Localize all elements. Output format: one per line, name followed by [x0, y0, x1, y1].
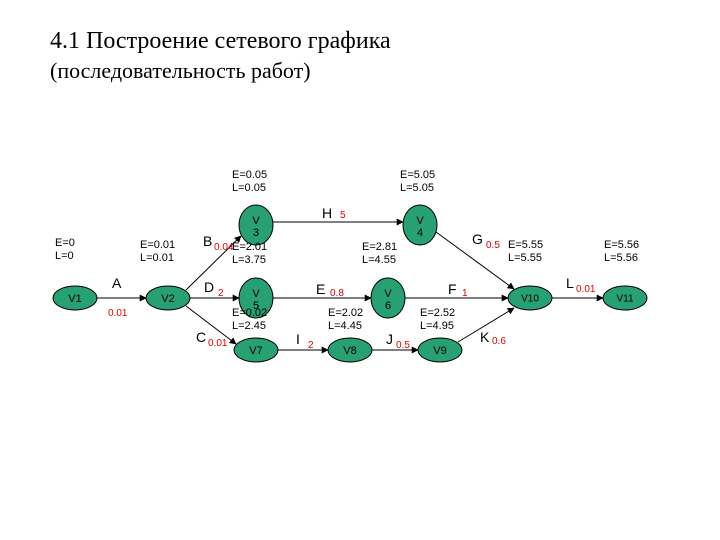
node-el-V3-0: E=0.05 [232, 169, 267, 181]
node-label-V8: V8 [343, 345, 356, 357]
node-el-V1-0: E=0 [55, 237, 75, 249]
node-el-V10-1: L=5.55 [508, 252, 542, 264]
edge-letter-K: K [480, 329, 490, 345]
network-diagram: V1V2V3V5V7V4V6V8V9V10V11 A0.01B0.04D2C0.… [0, 0, 720, 540]
node-label-V1: V1 [68, 293, 81, 305]
node-label-V2: V2 [161, 293, 174, 305]
node-el-V7-0: E=0.02 [232, 307, 267, 319]
node-el-V4-0: E=5.05 [400, 169, 435, 181]
edge-weight-I: 2 [308, 340, 314, 351]
edge-weight-A: 0.01 [108, 308, 128, 319]
node-label-V9: V9 [433, 345, 446, 357]
edge-letter-B: B [203, 233, 212, 249]
node-el-V5-1: L=3.75 [232, 254, 266, 266]
edge-weight-C: 0.01 [208, 338, 228, 349]
node-el-V11-1: L=5.56 [604, 252, 638, 264]
edge-letter-J: J [386, 331, 393, 347]
node-el-V10-0: E=5.55 [508, 239, 543, 251]
edge-weight-E: 0.8 [330, 288, 344, 299]
node-el-V2-0: E=0.01 [140, 239, 175, 251]
edge-weight-F: 1 [462, 288, 468, 299]
edge-weight-H: 5 [340, 210, 346, 221]
edge-weight-L: 0.01 [576, 284, 596, 295]
node-label-V7: V7 [249, 345, 262, 357]
edge-letter-D: D [204, 279, 214, 295]
node-label-V10: V10 [521, 294, 539, 305]
edge-weight-D: 2 [218, 288, 224, 299]
node-el-V9-0: E=2.52 [420, 307, 455, 319]
edge-letter-G: G [472, 231, 483, 247]
node-el-V6-0: E=2.81 [362, 241, 397, 253]
node-el-V3-1: L=0.05 [232, 182, 266, 194]
edge-letter-L: L [566, 275, 574, 291]
node-el-V11-0: E=5.56 [604, 239, 639, 251]
edge-weight-K: 0.6 [492, 336, 506, 347]
edge-letter-A: A [112, 275, 122, 291]
edge-letter-I: I [296, 331, 300, 347]
node-el-V6-1: L=4.55 [362, 254, 396, 266]
node-el-V4-1: L=5.05 [400, 182, 434, 194]
edge-letter-E: E [316, 281, 325, 297]
node-el-V2-1: L=0.01 [140, 252, 174, 264]
edge-weight-G: 0.5 [486, 240, 500, 251]
node-el-V1-1: L=0 [55, 250, 74, 262]
node-label-V11: V11 [616, 294, 633, 305]
edge-weight-B: 0.04 [214, 242, 234, 253]
node-el-V8-1: L=4.45 [328, 320, 362, 332]
edge-letter-F: F [448, 281, 457, 297]
edge-letter-C: C [196, 329, 206, 345]
node-el-V9-1: L=4.95 [420, 320, 454, 332]
edge-weight-J: 0.5 [396, 340, 410, 351]
edge-letter-H: H [322, 205, 332, 221]
node-el-V7-1: L=2.45 [232, 320, 266, 332]
node-el-V5-0: E=2.01 [232, 241, 267, 253]
node-el-V8-0: E=2.02 [328, 307, 363, 319]
